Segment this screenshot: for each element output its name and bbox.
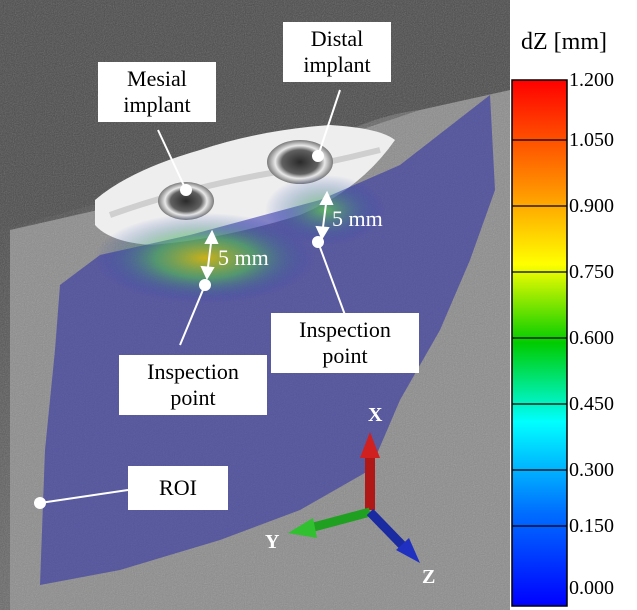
mesial-implant-shape: [158, 182, 214, 220]
roi-label: ROI: [128, 466, 228, 510]
distance-label-left: 5 mm: [218, 245, 269, 270]
axis-z-label: Z: [422, 566, 436, 588]
colorbar-tick-label: 0.750: [569, 261, 614, 283]
colorbar-tick-label: 0.150: [569, 515, 614, 537]
distance-label-right: 5 mm: [332, 206, 383, 231]
distal-implant-label: Distal implant: [283, 22, 391, 82]
mesial-implant-label: Mesial implant: [98, 62, 216, 122]
axis-x-label: X: [368, 404, 383, 426]
colorbar-ticks: [512, 139, 567, 527]
colorbar: [511, 79, 568, 607]
colorbar-tick-label: 1.050: [569, 129, 614, 151]
displacement-hotspot: [95, 213, 315, 303]
colorbar-tick-label: 0.000: [569, 577, 614, 599]
coordinate-triad: [288, 432, 420, 563]
inspection-point-label-left: Inspection point: [119, 355, 267, 415]
inspection-point-label-right: Inspection point: [271, 313, 419, 373]
axis-y-label: Y: [265, 531, 280, 553]
colorbar-tick-label: 0.300: [569, 459, 614, 481]
colorbar-title: dZ [mm]: [521, 29, 607, 55]
colorbar-tick-label: 0.600: [569, 327, 614, 349]
colorbar-tick-label: 0.450: [569, 393, 614, 415]
colorbar-tick-label: 0.900: [569, 195, 614, 217]
colorbar-tick-label: 1.200: [569, 69, 614, 91]
